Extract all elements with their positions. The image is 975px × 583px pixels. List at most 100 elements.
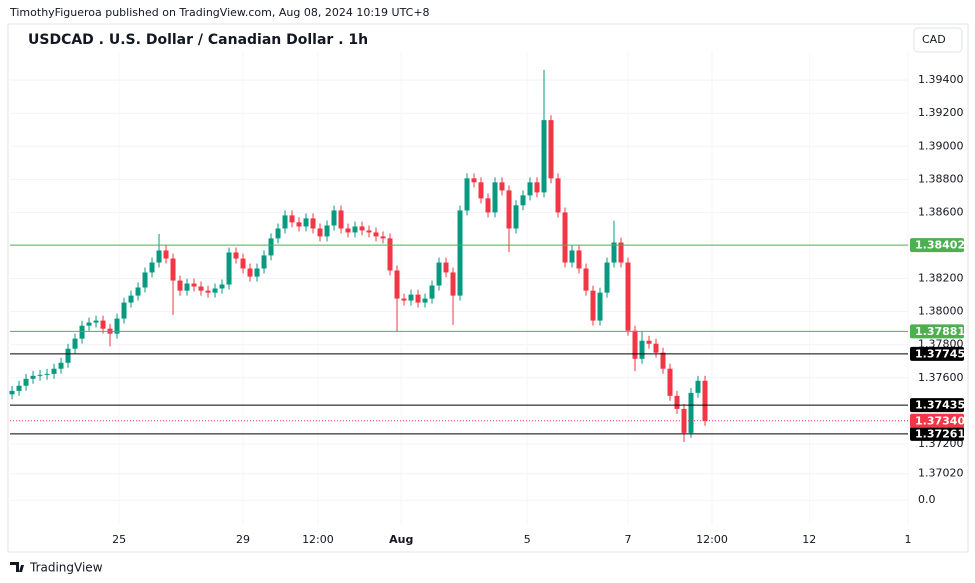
y-tick-label: 1.37020	[918, 467, 964, 480]
candle-body	[611, 242, 617, 263]
level-label-box	[910, 398, 964, 413]
candle-body	[135, 287, 141, 296]
candle-body	[625, 262, 631, 331]
candle-body	[632, 330, 638, 359]
y-tick-label: 1.38800	[918, 172, 964, 185]
candle-body	[394, 270, 400, 299]
candle-body	[373, 232, 379, 237]
candle-body	[170, 258, 176, 281]
x-tick-label: 12:00	[696, 533, 728, 546]
candle-body	[254, 268, 260, 277]
candle-body	[44, 373, 50, 375]
level-label: 1.37340	[915, 414, 965, 427]
candle-body	[212, 288, 218, 293]
candle-body	[156, 250, 162, 263]
x-tick-label: 29	[236, 533, 250, 546]
candle-body	[128, 295, 134, 303]
y-tick-label: 1.38200	[918, 272, 964, 285]
candle-body	[639, 340, 645, 359]
candle-body	[282, 215, 288, 229]
candle-body	[331, 210, 337, 226]
candle-body	[667, 368, 673, 396]
candle-body	[401, 298, 407, 301]
candle-body	[233, 252, 239, 259]
candle-body	[646, 340, 652, 344]
candle-body	[604, 262, 610, 293]
level-label: 1.37435	[915, 399, 965, 412]
level-label: 1.38402	[915, 239, 965, 252]
candle-body	[114, 318, 120, 334]
x-tick-label: 12	[802, 533, 816, 546]
candle-body	[681, 408, 687, 433]
plot: 1.39400 1.39200 1.39000 1.38800 1.38600 1.382…	[9, 52, 965, 546]
candle-body	[226, 252, 232, 285]
candle-body	[65, 348, 71, 363]
candle-body	[79, 325, 85, 339]
candle-body	[520, 195, 526, 206]
candle-body	[58, 362, 64, 369]
currency-button[interactable]	[913, 27, 963, 53]
candle-body	[184, 283, 190, 291]
candle-body	[72, 338, 78, 349]
y-tick-label: 1.39000	[918, 139, 964, 152]
footer-logo: TradingView	[29, 561, 103, 575]
x-tick-label: 25	[112, 533, 126, 546]
candle-body	[464, 178, 470, 211]
candle-body	[506, 190, 512, 229]
candle-body	[674, 395, 680, 409]
candle-body	[541, 120, 547, 193]
level-label: 1.37261	[915, 427, 965, 440]
candle-body	[436, 262, 442, 286]
candle-body	[408, 294, 414, 301]
candle-body	[121, 302, 127, 319]
candle-body	[415, 294, 421, 303]
candle-body	[177, 280, 183, 291]
candle-body	[562, 212, 568, 263]
candle-body	[317, 228, 323, 237]
candle-body	[485, 198, 491, 213]
candle-body	[688, 392, 694, 433]
candle-body	[359, 226, 365, 231]
x-tick-label: 5	[524, 533, 531, 546]
candle-body	[324, 225, 330, 237]
candle-body	[499, 182, 505, 191]
level-label-box	[910, 413, 964, 428]
candle-body	[51, 368, 57, 374]
level-label: 1.37745	[915, 347, 965, 360]
candle-body	[289, 215, 295, 223]
candle-body	[219, 284, 225, 289]
currency-label: CAD	[922, 33, 946, 46]
candle-body	[590, 290, 596, 321]
y-tick-label: 1.38600	[918, 205, 964, 218]
x-tick-label: 12:00	[302, 533, 334, 546]
x-tick-label: 7	[625, 533, 632, 546]
x-tick-label: 1	[905, 533, 912, 546]
candle-body	[9, 390, 15, 395]
candle-body	[548, 120, 554, 179]
candle-body	[569, 250, 575, 263]
candle-body	[576, 250, 582, 269]
candle-body	[702, 380, 708, 421]
y-tick-label: 1.39400	[918, 73, 964, 86]
level-label: 1.37881	[915, 325, 965, 338]
candle-body	[142, 272, 148, 288]
logo-icon	[10, 562, 24, 572]
candle-body	[16, 385, 22, 391]
chart-title: USDCAD . U.S. Dollar / Canadian Dollar .…	[28, 32, 368, 48]
candle-body	[30, 375, 36, 379]
candle-body	[555, 178, 561, 213]
candle-body	[380, 236, 386, 239]
candle-body	[149, 262, 155, 273]
candle-body	[450, 272, 456, 296]
candle-body	[338, 210, 344, 229]
candle-body	[366, 230, 372, 233]
y-tick-label: 1.38000	[918, 305, 964, 318]
level-label-box	[910, 346, 964, 361]
candle-body	[268, 238, 274, 256]
candle-body	[443, 262, 449, 273]
candle-body	[583, 268, 589, 291]
candle-body	[618, 242, 624, 263]
candle-body	[534, 182, 540, 193]
candle-body	[478, 182, 484, 199]
